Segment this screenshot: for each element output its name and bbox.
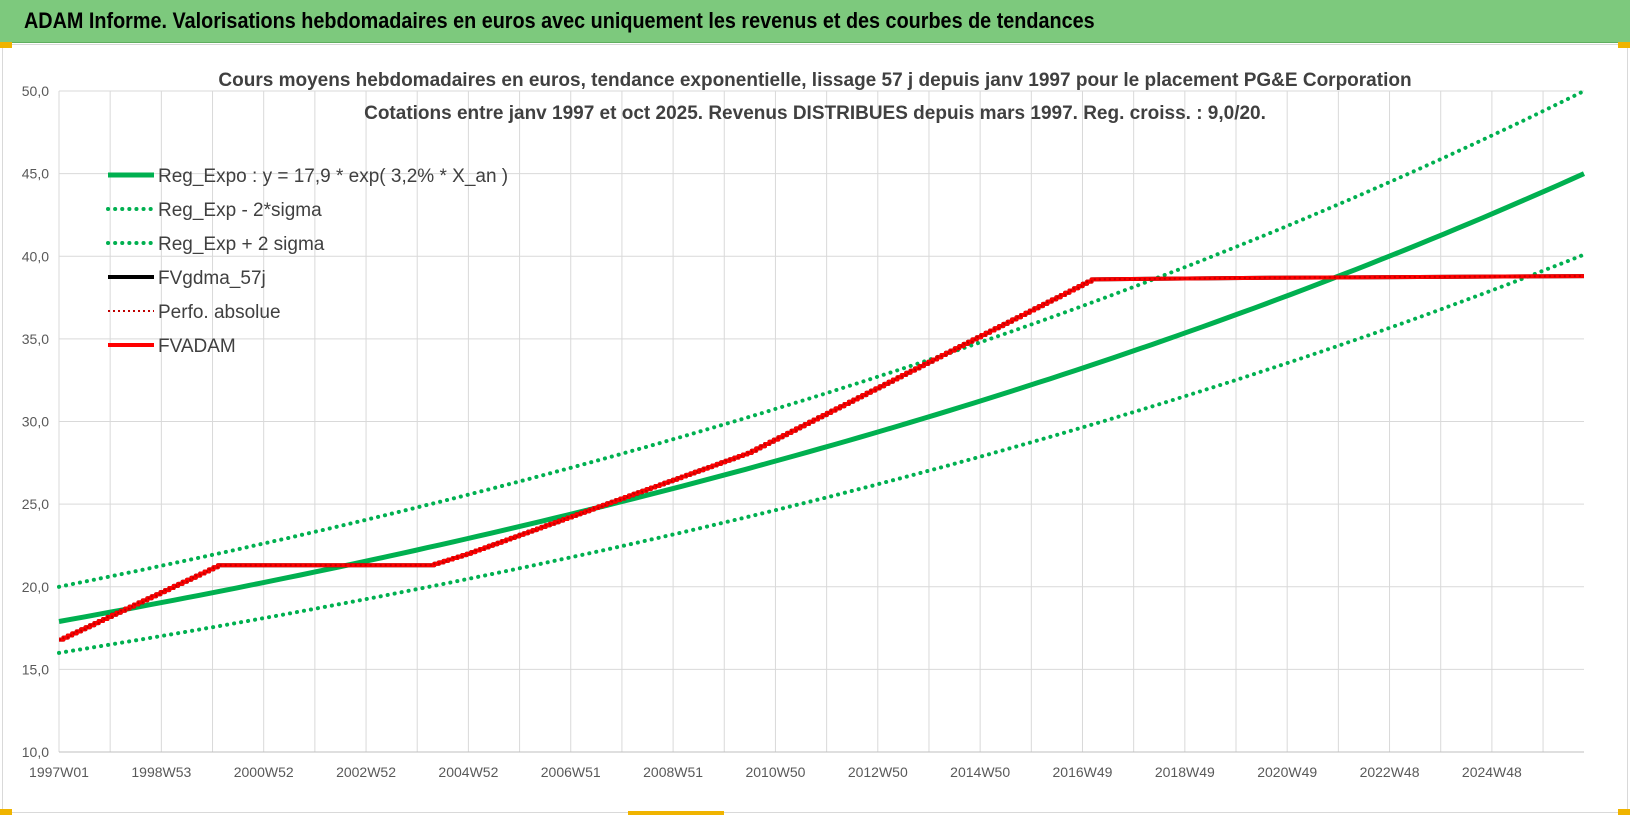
y-tick-label: 35,0 bbox=[22, 331, 49, 347]
x-tick-label: 2010W50 bbox=[745, 764, 805, 780]
grid-lines bbox=[58, 90, 1584, 753]
x-tick-label: 1997W01 bbox=[29, 764, 89, 780]
y-tick-label: 20,0 bbox=[22, 579, 49, 595]
series-line-3 bbox=[59, 274, 1585, 642]
y-tick-label: 15,0 bbox=[22, 661, 49, 677]
legend-label: Reg_Expo : y = 17,9 * exp( 3,2% * X_an ) bbox=[158, 166, 508, 187]
x-tick-label: 2012W50 bbox=[848, 764, 908, 780]
y-tick-label: 30,0 bbox=[22, 414, 49, 430]
x-tick-label: 2022W48 bbox=[1360, 764, 1420, 780]
y-tick-label: 40,0 bbox=[22, 248, 49, 264]
y-tick-label: 10,0 bbox=[22, 744, 49, 760]
x-tick-label: 2014W50 bbox=[950, 764, 1010, 780]
page-title: ADAM Informe. Valorisations hebdomadaire… bbox=[24, 8, 1095, 33]
corner-marker bbox=[0, 809, 12, 815]
x-tick-label: 2004W52 bbox=[438, 764, 498, 780]
series-line-5 bbox=[59, 274, 1585, 642]
chart-title-line2: Cotations entre janv 1997 et oct 2025. R… bbox=[364, 103, 1266, 124]
x-tick-label: 2006W51 bbox=[541, 764, 601, 780]
x-tick-label: 2002W52 bbox=[336, 764, 396, 780]
legend-label: Reg_Exp + 2 sigma bbox=[158, 234, 325, 255]
axis-labels: 10,0 15,0 20,0 25,0 30,0 35,0 40,0 45,0 50,0 1997… bbox=[22, 83, 1522, 780]
bottom-marker bbox=[628, 811, 724, 815]
x-tick-label: 2024W48 bbox=[1462, 764, 1522, 780]
series-line-1 bbox=[57, 252, 1586, 655]
x-tick-label: 2020W49 bbox=[1257, 764, 1317, 780]
legend-label: FVADAM bbox=[158, 336, 236, 357]
x-tick-label: 1998W53 bbox=[131, 764, 191, 780]
y-tick-label: 45,0 bbox=[22, 166, 49, 182]
corner-marker bbox=[1618, 42, 1630, 48]
corner-marker bbox=[1618, 809, 1630, 815]
legend-label: FVgdma_57j bbox=[158, 268, 266, 289]
series-lines bbox=[57, 89, 1586, 655]
x-tick-label: 2018W49 bbox=[1155, 764, 1215, 780]
legend-label: Reg_Exp - 2*sigma bbox=[158, 200, 322, 221]
x-tick-label: 2000W52 bbox=[234, 764, 294, 780]
x-tick-label: 2016W49 bbox=[1053, 764, 1113, 780]
series-line-0 bbox=[58, 171, 1586, 624]
x-tick-label: 2008W51 bbox=[643, 764, 703, 780]
y-tick-label: 25,0 bbox=[22, 496, 49, 512]
series-line-4 bbox=[59, 275, 1585, 641]
legend: Reg_Expo : y = 17,9 * exp( 3,2% * X_an )… bbox=[106, 166, 508, 357]
series-line-2 bbox=[57, 89, 1586, 589]
header-bar: ADAM Informe. Valorisations hebdomadaire… bbox=[0, 0, 1630, 43]
chart-title-line1: Cours moyens hebdomadaires en euros, ten… bbox=[218, 70, 1411, 91]
legend-label: Perfo. absolue bbox=[158, 302, 281, 323]
chart-frame bbox=[2, 44, 1628, 813]
corner-marker bbox=[0, 42, 12, 48]
y-tick-label: 50,0 bbox=[22, 83, 49, 99]
